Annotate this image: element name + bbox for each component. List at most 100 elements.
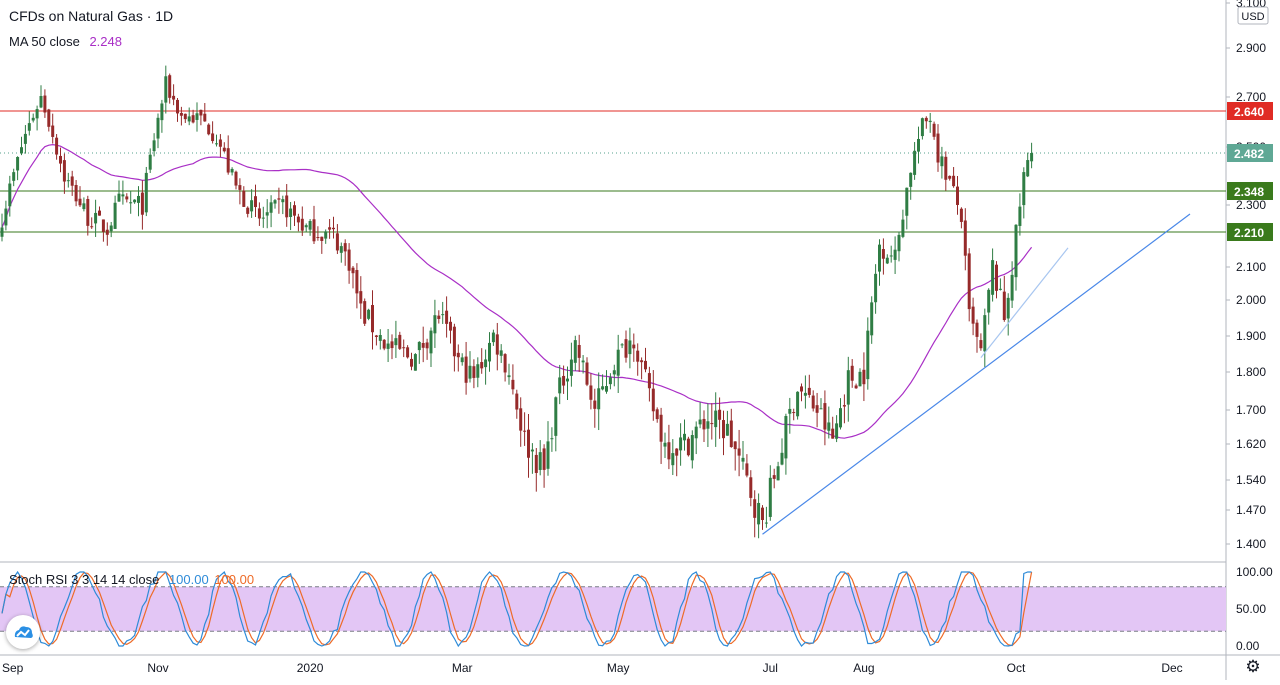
- candle-body: [402, 347, 406, 349]
- candle-body: [468, 365, 472, 379]
- candle-body: [819, 408, 823, 410]
- candle-body: [137, 195, 140, 203]
- candle-body: [499, 350, 503, 356]
- candle-body: [511, 379, 515, 390]
- candle-body: [242, 190, 246, 207]
- candle-body: [293, 205, 296, 216]
- price-badge-2.210: [1227, 223, 1273, 241]
- candle-body: [620, 344, 624, 346]
- candle-body: [917, 138, 920, 152]
- price-tick-label: 1.620: [1236, 437, 1266, 451]
- candle-body: [932, 123, 936, 137]
- candle-body: [398, 334, 402, 349]
- candle-body: [160, 103, 164, 121]
- candle-body: [191, 115, 195, 123]
- gear-icon[interactable]: ⚙: [1245, 657, 1261, 676]
- price-badge-2.482: [1227, 144, 1273, 162]
- candle-body: [86, 199, 90, 226]
- candle-body: [550, 438, 554, 440]
- candle-body: [823, 403, 827, 430]
- candle-body: [768, 477, 772, 517]
- candle-body: [507, 375, 511, 378]
- symbol-legend[interactable]: CFDs on Natural Gas · 1D: [9, 8, 179, 24]
- candle-body: [636, 350, 640, 362]
- candle-body: [351, 267, 355, 274]
- candle-body: [991, 260, 995, 295]
- candle-body: [495, 334, 499, 355]
- candle-body: [515, 393, 519, 410]
- osc-legend[interactable]: Stoch RSI 3 3 14 14 close 100.00 100.00: [9, 572, 260, 587]
- price-tick-label: 3.100: [1236, 0, 1266, 10]
- time-tick-label: Nov: [147, 661, 168, 675]
- candle-body: [363, 301, 367, 324]
- candle-body: [671, 453, 675, 466]
- candle-body: [589, 385, 593, 400]
- candle-body: [897, 234, 901, 252]
- candle-body: [359, 291, 363, 304]
- price-badge-2.640: [1227, 102, 1273, 120]
- candle-body: [4, 208, 8, 226]
- candle-body: [31, 117, 35, 121]
- candle-body: [885, 257, 889, 264]
- candle-body: [452, 326, 456, 357]
- candle-body: [257, 208, 261, 219]
- candle-body: [780, 452, 784, 465]
- price-tick-label: 2.700: [1236, 90, 1266, 104]
- candle-body: [831, 428, 835, 439]
- candle-body: [250, 200, 254, 212]
- candle-body: [632, 344, 636, 349]
- osc-tick-label: 100.00: [1236, 565, 1273, 579]
- candle-body: [706, 421, 710, 429]
- candle-body: [316, 237, 320, 239]
- candle-body: [1022, 172, 1026, 206]
- candle-body: [261, 217, 265, 219]
- candle-body: [328, 227, 332, 230]
- candle-body: [176, 99, 179, 114]
- candle-body: [901, 219, 905, 237]
- candle-body: [725, 423, 729, 436]
- candle-body: [62, 160, 66, 182]
- ma-legend[interactable]: MA 50 close 2.248: [9, 34, 128, 49]
- price-badge-label: 2.640: [1234, 105, 1264, 119]
- candle-body: [979, 340, 983, 349]
- candle-body: [573, 340, 577, 363]
- candle-body: [807, 387, 811, 395]
- candle-body: [394, 338, 398, 346]
- candle-body: [417, 341, 421, 351]
- candle-body: [987, 289, 991, 313]
- candle-body: [569, 359, 573, 376]
- candle-body: [538, 452, 542, 470]
- candle-body: [870, 302, 874, 336]
- candle-body: [651, 388, 655, 412]
- candle-body: [710, 423, 714, 425]
- candle-body: [1014, 224, 1018, 278]
- currency-box[interactable]: [1237, 6, 1269, 25]
- candle-body: [585, 362, 589, 385]
- candle-body: [850, 365, 854, 381]
- candle-body: [66, 180, 70, 182]
- time-tick-label: 2020: [297, 661, 324, 675]
- candle-body: [406, 347, 410, 358]
- price-badge-2.348: [1227, 182, 1273, 200]
- ma-line: [1, 143, 1033, 439]
- candle-body: [800, 386, 803, 392]
- candle-body: [445, 310, 449, 324]
- candle-body: [963, 220, 967, 256]
- candle-body: [117, 193, 121, 202]
- candle-body: [140, 192, 144, 215]
- candle-body: [1010, 274, 1014, 301]
- candle-body: [624, 339, 628, 358]
- candle-body: [761, 507, 764, 521]
- price-tick-label: 2.300: [1236, 198, 1266, 212]
- candle-body: [148, 154, 152, 170]
- candle-body: [920, 118, 924, 137]
- candle-body: [183, 113, 187, 120]
- candle-body: [675, 448, 679, 456]
- candle-body: [679, 437, 683, 451]
- candle-body: [20, 147, 23, 154]
- candle-body: [289, 208, 293, 217]
- tradingview-logo[interactable]: [6, 615, 40, 649]
- stoch-k-line: [1, 570, 1032, 648]
